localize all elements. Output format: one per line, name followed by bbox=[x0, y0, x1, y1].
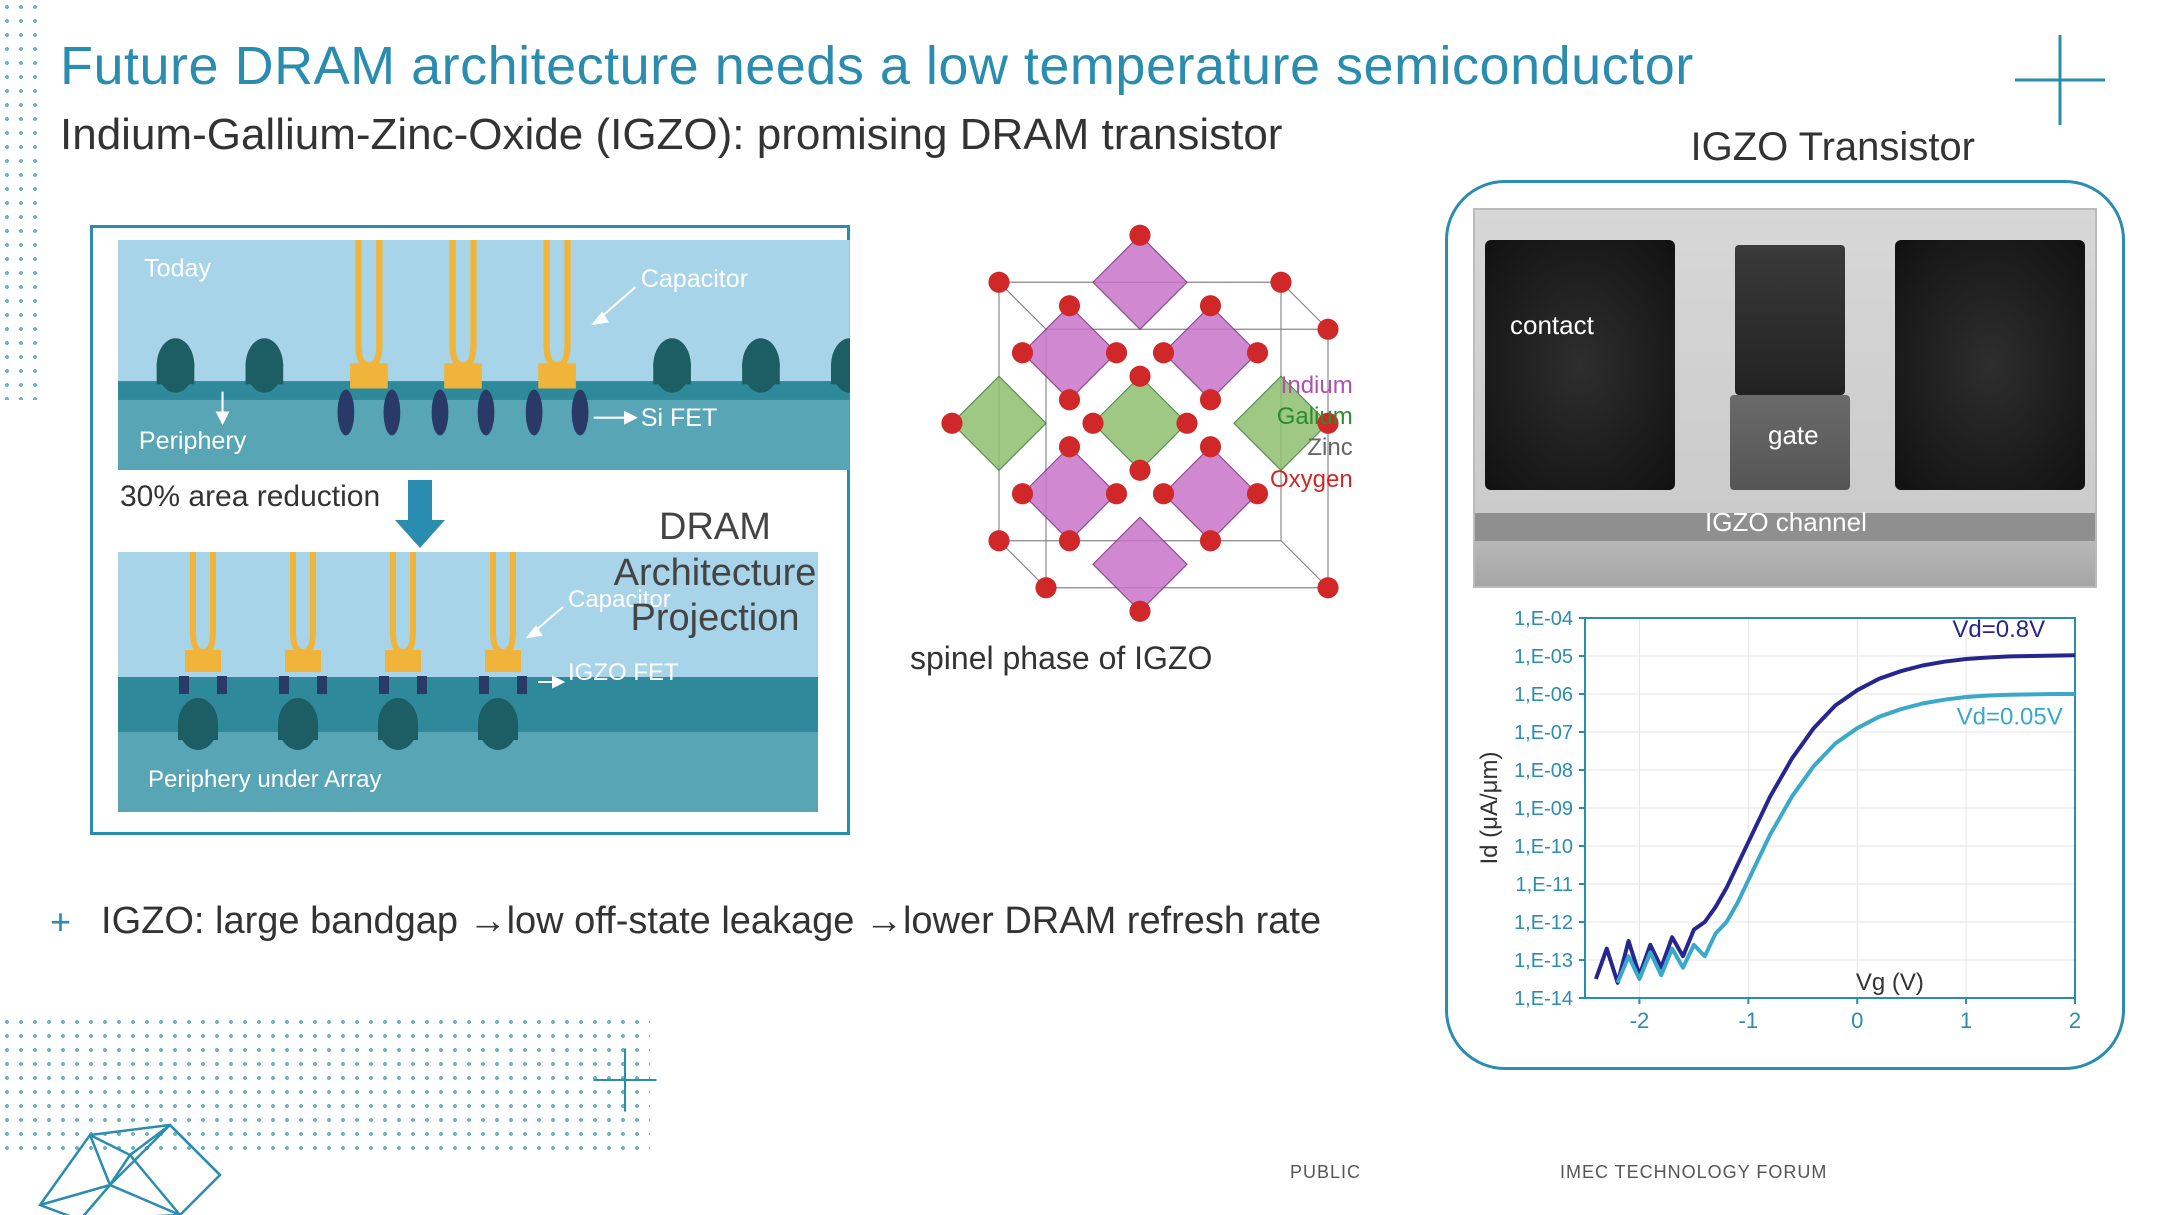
wireframe-logo-icon bbox=[20, 1085, 240, 1215]
svg-text:Vd=0.05V: Vd=0.05V bbox=[1957, 703, 2063, 730]
svg-text:0: 0 bbox=[1851, 1008, 1863, 1033]
svg-text:1,E-05: 1,E-05 bbox=[1514, 646, 1573, 668]
legend-oxygen: Oxygen bbox=[1270, 464, 1353, 495]
legend-indium: Indium bbox=[1270, 370, 1353, 401]
label-si-fet: Si FET bbox=[641, 404, 718, 432]
svg-text:1,E-12: 1,E-12 bbox=[1514, 912, 1573, 934]
legend-zinc: Zinc bbox=[1270, 432, 1353, 463]
svg-text:2: 2 bbox=[2069, 1008, 2081, 1033]
footer-forum: IMEC TECHNOLOGY FORUM bbox=[1560, 1162, 1827, 1183]
label-today: Today bbox=[144, 255, 211, 283]
svg-text:1,E-10: 1,E-10 bbox=[1514, 836, 1573, 858]
svg-text:1,E-04: 1,E-04 bbox=[1514, 608, 1573, 630]
area-reduction-label: 30% area reduction bbox=[120, 480, 380, 514]
label-periphery-under: Periphery under Array bbox=[148, 766, 381, 793]
svg-text:-1: -1 bbox=[1739, 1008, 1759, 1033]
svg-text:1,E-14: 1,E-14 bbox=[1514, 988, 1573, 1010]
iv-chart: 1,E-14 1,E-13 1,E-12 1,E-11 1,E-10 1,E-09 1,E-… bbox=[1473, 608, 2097, 1048]
bullet-text: IGZO: large bandgap →low off-state leaka… bbox=[101, 900, 1321, 943]
footer-public: PUBLIC bbox=[1290, 1162, 1361, 1183]
slide-title: Future DRAM architecture needs a low tem… bbox=[60, 35, 1694, 97]
label-periphery: Periphery bbox=[139, 427, 247, 455]
arrow-down-icon bbox=[390, 480, 450, 550]
tem-channel-label: IGZO channel bbox=[1705, 507, 1867, 538]
svg-text:Vd=0.8V: Vd=0.8V bbox=[1952, 616, 2045, 643]
slide-subtitle: Indium-Gallium-Zinc-Oxide (IGZO): promis… bbox=[60, 110, 1282, 160]
svg-text:1,E-09: 1,E-09 bbox=[1514, 798, 1573, 820]
tem-image: contact gate IGZO channel bbox=[1473, 208, 2097, 588]
dram-today-svg: Today Capacitor Periphery Si FET bbox=[118, 240, 850, 470]
slide: Future DRAM architecture needs a low tem… bbox=[0, 0, 2160, 1215]
tem-gate-label: gate bbox=[1768, 420, 1819, 451]
label-igzo-fet: IGZO FET bbox=[568, 659, 679, 686]
svg-text:Vg (V): Vg (V) bbox=[1856, 969, 1924, 996]
bullet-marker: + bbox=[50, 901, 71, 943]
legend-gallium: Galium bbox=[1270, 401, 1353, 432]
igzo-panel: contact gate IGZO channel 1,E-141,E-131,… bbox=[1445, 180, 2125, 1070]
svg-text:1,E-07: 1,E-07 bbox=[1514, 722, 1573, 744]
plus-icon bbox=[590, 1045, 660, 1115]
dram-projection-title: DRAM Architecture Projection bbox=[590, 505, 840, 642]
spinel-legend: Indium Galium Zinc Oxygen bbox=[1270, 370, 1353, 495]
igzo-panel-title: IGZO Transistor bbox=[1691, 125, 1976, 170]
plus-icon bbox=[2010, 30, 2110, 130]
spinel-caption: spinel phase of IGZO bbox=[910, 640, 1212, 677]
tem-contact-label: contact bbox=[1510, 310, 1594, 341]
svg-text:1,E-11: 1,E-11 bbox=[1516, 874, 1573, 896]
svg-text:1,E-08: 1,E-08 bbox=[1514, 760, 1573, 782]
svg-text:-2: -2 bbox=[1630, 1008, 1650, 1033]
svg-text:1,E-06: 1,E-06 bbox=[1514, 684, 1573, 706]
label-capacitor: Capacitor bbox=[641, 265, 748, 293]
svg-text:Id (μA/μm): Id (μA/μm) bbox=[1476, 752, 1503, 865]
bullet-point: + IGZO: large bandgap →low off-state lea… bbox=[50, 900, 1321, 943]
svg-text:1: 1 bbox=[1960, 1008, 1972, 1033]
dot-grid-top-left bbox=[0, 0, 40, 400]
svg-text:1,E-13: 1,E-13 bbox=[1514, 950, 1573, 972]
